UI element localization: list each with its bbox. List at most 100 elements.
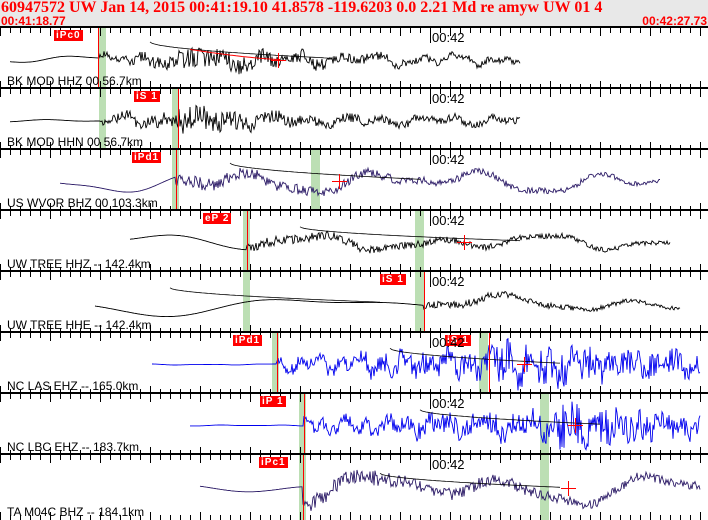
axis-tick [420,450,421,455]
axis-tick [590,272,591,277]
axis-tick [510,333,511,338]
plot-area[interactable] [0,455,708,520]
axis-tick [280,389,281,394]
axis-tick [190,394,191,399]
plot-area[interactable] [0,333,708,394]
amplitude-marker[interactable] [517,356,532,372]
plot-area[interactable] [0,150,708,211]
axis-tick [620,145,621,150]
pick-line[interactable] [303,455,304,520]
axis-tick [440,328,441,333]
axis-tick [580,328,581,333]
axis-tick [320,150,321,155]
axis-tick [540,84,541,89]
theoretical-arrival-band [415,211,424,272]
axis-tick [250,325,251,333]
axis-tick [290,450,291,455]
plot-area[interactable] [0,211,708,272]
trace-row[interactable]: iP 1 00:42 NC LBC EHZ -- 183.7km [0,392,708,455]
axis-tick [600,150,601,158]
axis-tick [300,272,301,280]
axis-tick [100,81,101,89]
amplitude-marker[interactable] [568,417,583,433]
axis-tick [450,264,451,272]
pick-label[interactable]: eP 2 [203,213,232,224]
pick-label[interactable]: iS 1 [380,274,406,285]
waveform-plot [199,469,701,511]
trace-panel-stack[interactable]: iPc0 00:42 BK MOD HHZ 00 56.7km iS 1 00:42 BK… [0,26,708,520]
axis-tick [380,145,381,150]
pick-label[interactable]: iPd1 [132,152,162,163]
pick-label[interactable]: iPc1 [259,457,288,468]
trace-row[interactable]: iPd1 00:42 US WVOR BHZ 00 103.3km [0,148,708,211]
axis-tick [500,272,501,280]
plot-area[interactable] [0,28,708,89]
axis-tick [160,389,161,394]
axis-tick [570,450,571,455]
pick-line[interactable] [424,272,425,333]
axis-tick [180,389,181,394]
axis-tick [170,328,171,333]
plot-area[interactable] [0,89,708,150]
axis-tick [580,150,581,155]
axis-tick [690,455,691,460]
theoretical-decay-curve [379,472,561,488]
amplitude-marker[interactable] [271,52,286,68]
axis-tick [360,455,361,460]
plot-area[interactable] [0,272,708,333]
plot-area[interactable] [0,394,708,455]
axis-tick [570,150,571,155]
axis-tick [150,142,151,150]
amplitude-marker[interactable] [457,234,472,250]
pick-label[interactable]: iPc0 [54,30,83,41]
axis-tick [280,211,281,216]
pick-line[interactable] [176,150,177,211]
axis-tick [630,328,631,333]
pick-line[interactable] [98,28,99,89]
axis-tick [250,264,251,272]
trace-row[interactable]: iS 1 00:42 BK MOD HHN 00 56.7km [0,87,708,150]
axis-tick [70,267,71,272]
axis-tick [50,150,51,158]
pick-line[interactable] [277,333,278,394]
axis-tick [370,267,371,272]
axis-tick [310,206,311,211]
minute-time-label: 00:42 [430,457,465,472]
pick-line[interactable] [178,89,179,150]
axis-tick [620,267,621,272]
pick-label[interactable]: iS 1 [134,91,160,102]
amplitude-marker[interactable] [332,173,347,189]
pick-line[interactable] [247,211,248,272]
axis-tick [550,150,551,158]
pick-line[interactable] [304,394,305,455]
trace-row[interactable]: iPc0 00:42 BK MOD HHZ 00 56.7km [0,26,708,89]
axis-tick [630,28,631,33]
axis-tick [530,455,531,460]
axis-tick [100,142,101,150]
amplitude-marker[interactable] [561,480,576,496]
axis-tick [490,389,491,394]
pick-label[interactable]: iP 1 [260,396,286,407]
axis-tick [280,89,281,94]
pick-label[interactable]: iS 1 [445,335,471,346]
axis-tick [620,389,621,394]
axis-tick [450,150,451,158]
trace-row[interactable]: iS 1 00:42 UW TREE HHE -- 142.4km [0,270,708,333]
axis-tick [310,328,311,333]
trace-row[interactable]: iPd1 iS 1 00:42 NC LAS EHZ -- 165.0km [0,331,708,394]
axis-tick [320,145,321,150]
axis-tick [160,328,161,333]
axis-tick [540,455,541,460]
axis-tick [190,145,191,150]
axis-tick [150,333,151,341]
pick-label[interactable]: iPd1 [233,335,263,346]
axis-tick [520,455,521,460]
axis-tick [350,28,351,36]
trace-row[interactable]: eP 2 00:42 UW TREE HHZ -- 142.4km [0,209,708,272]
axis-tick [200,211,201,219]
axis-tick [20,328,21,333]
pick-line[interactable] [489,333,490,394]
axis-tick [190,150,191,155]
trace-row[interactable]: iPc1 00:42 TA M04C BHZ -- 184.1km [0,453,708,520]
axis-tick [560,450,561,455]
